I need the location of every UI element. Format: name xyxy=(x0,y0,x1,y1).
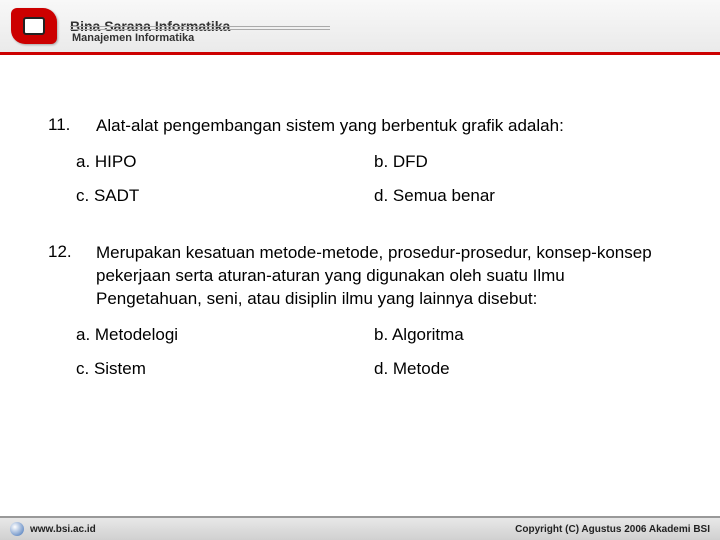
options-grid: a. HIPO b. DFD c. SADT d. Semua benar xyxy=(48,152,672,206)
question-text: Alat-alat pengembangan sistem yang berbe… xyxy=(96,115,672,138)
options-grid: a. Metodelogi b. Algoritma c. Sistem d. … xyxy=(48,325,672,379)
globe-icon xyxy=(10,522,24,536)
question-text: Merupakan kesatuan metode-metode, prosed… xyxy=(96,242,672,311)
option-b: b. DFD xyxy=(374,152,672,172)
header-text-block: Bina Sarana Informatika Manajemen Inform… xyxy=(70,18,230,34)
option-d: d. Metode xyxy=(374,359,672,379)
option-a: a. Metodelogi xyxy=(76,325,374,345)
footer-url: www.bsi.ac.id xyxy=(30,524,96,535)
footer-copyright: Copyright (C) Agustus 2006 Akademi BSI xyxy=(515,524,710,535)
question-number: 12. xyxy=(48,242,96,311)
question-number: 11. xyxy=(48,115,96,138)
option-b: b. Algoritma xyxy=(374,325,672,345)
department-subtitle: Manajemen Informatika xyxy=(72,32,194,44)
option-d: d. Semua benar xyxy=(374,186,672,206)
page-footer: www.bsi.ac.id Copyright (C) Agustus 2006… xyxy=(0,516,720,540)
option-a: a. HIPO xyxy=(76,152,374,172)
question-11: 11. Alat-alat pengembangan sistem yang b… xyxy=(48,115,672,206)
content-area: 11. Alat-alat pengembangan sistem yang b… xyxy=(0,55,720,379)
page-header: Bina Sarana Informatika Manajemen Inform… xyxy=(0,0,720,55)
question-12: 12. Merupakan kesatuan metode-metode, pr… xyxy=(48,242,672,379)
option-c: c. SADT xyxy=(76,186,374,206)
bsi-logo xyxy=(8,5,60,47)
option-c: c. Sistem xyxy=(76,359,374,379)
